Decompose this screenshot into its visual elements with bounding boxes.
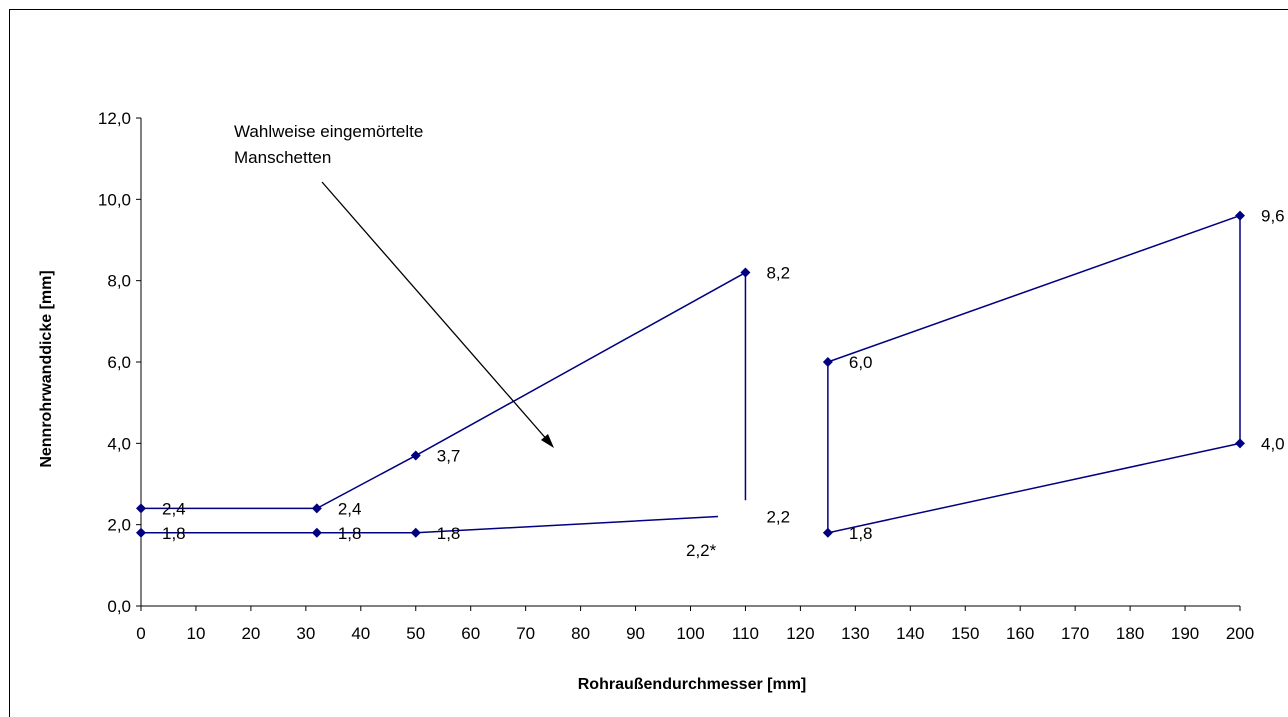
x-tick-label: 160 <box>1006 624 1034 643</box>
annotation: Wahlweise eingemörtelte Manschetten 2,2* <box>234 122 717 560</box>
x-tick-label: 150 <box>951 624 979 643</box>
x-tick-label: 80 <box>571 624 590 643</box>
data-point-marker <box>136 527 146 538</box>
data-point-marker <box>311 503 322 514</box>
chart-frame <box>9 9 1288 717</box>
data-label: 1,8 <box>338 524 362 543</box>
footnote-label: 2,2* <box>686 541 717 560</box>
axes: 0,0 2,0 4,0 6,0 8,0 10,0 12,0 0 10 20 30 40 50 60 70 80… <box>98 109 1254 643</box>
x-tick-label: 170 <box>1061 624 1089 643</box>
data-label: 9,6 <box>1261 207 1285 226</box>
y-tick-label: 6,0 <box>107 353 131 372</box>
y-tick-label: 10,0 <box>98 190 131 209</box>
data-label: 1,8 <box>162 524 186 543</box>
y-tick-label: 2,0 <box>107 516 131 535</box>
y-tick-label: 8,0 <box>107 272 131 291</box>
x-axis-title: Rohraußendurchmesser [mm] <box>578 676 807 693</box>
data-label: 2,4 <box>338 499 362 518</box>
data-point-marker <box>136 503 146 514</box>
data-point-marker <box>740 267 751 278</box>
y-tick-label: 4,0 <box>107 434 131 453</box>
data-point-marker <box>410 527 421 538</box>
x-tick-label: 0 <box>136 624 145 643</box>
x-tick-label: 120 <box>786 624 814 643</box>
x-tick-label: 50 <box>406 624 425 643</box>
y-axis-title: Nennrohrwanddicke [mm] <box>38 270 55 467</box>
x-tick-label: 90 <box>626 624 645 643</box>
data-point-marker <box>822 357 833 367</box>
data-label: 3,7 <box>437 447 461 466</box>
data-point-marker <box>311 527 322 538</box>
annotation-arrowhead <box>541 434 554 448</box>
x-tick-label: 140 <box>896 624 924 643</box>
x-tick-label: 180 <box>1116 624 1144 643</box>
annotation-text-line2: Manschetten <box>234 148 331 167</box>
x-tick-label: 60 <box>461 624 480 643</box>
x-tick-label: 110 <box>732 624 759 643</box>
x-tick-label: 190 <box>1171 624 1199 643</box>
x-tick-label: 200 <box>1226 624 1254 643</box>
y-tick-label: 0,0 <box>107 597 131 616</box>
data-point-marker <box>1235 210 1245 221</box>
annotation-arrow <box>321 181 550 443</box>
x-tick-label: 70 <box>516 624 535 643</box>
data-point-marker <box>410 450 421 461</box>
data-point-marker <box>822 527 833 538</box>
data-label: 1,8 <box>849 524 873 543</box>
y-tick-label: 12,0 <box>98 109 131 128</box>
data-label: 2,2 <box>766 508 790 527</box>
x-tick-label: 10 <box>186 624 205 643</box>
data-label: 2,4 <box>162 499 186 518</box>
data-label: 8,2 <box>766 264 790 283</box>
annotation-text-line1: Wahlweise eingemörtelte <box>234 122 423 141</box>
data-label: 6,0 <box>849 353 873 372</box>
series-layer <box>136 210 1245 538</box>
x-tick-label: 130 <box>841 624 869 643</box>
x-tick-label: 100 <box>676 624 704 643</box>
series-line-1 <box>141 515 719 534</box>
data-labels: 2,4 1,8 2,4 1,8 1,8 3,7 8,2 2,2 6,0 1,8 9,6 4,0 <box>162 207 1285 543</box>
x-tick-label: 20 <box>241 624 260 643</box>
data-label: 4,0 <box>1261 434 1285 453</box>
x-tick-label: 30 <box>296 624 315 643</box>
data-label: 1,8 <box>437 524 461 543</box>
data-point-marker <box>1235 438 1245 449</box>
x-tick-label: 40 <box>351 624 370 643</box>
